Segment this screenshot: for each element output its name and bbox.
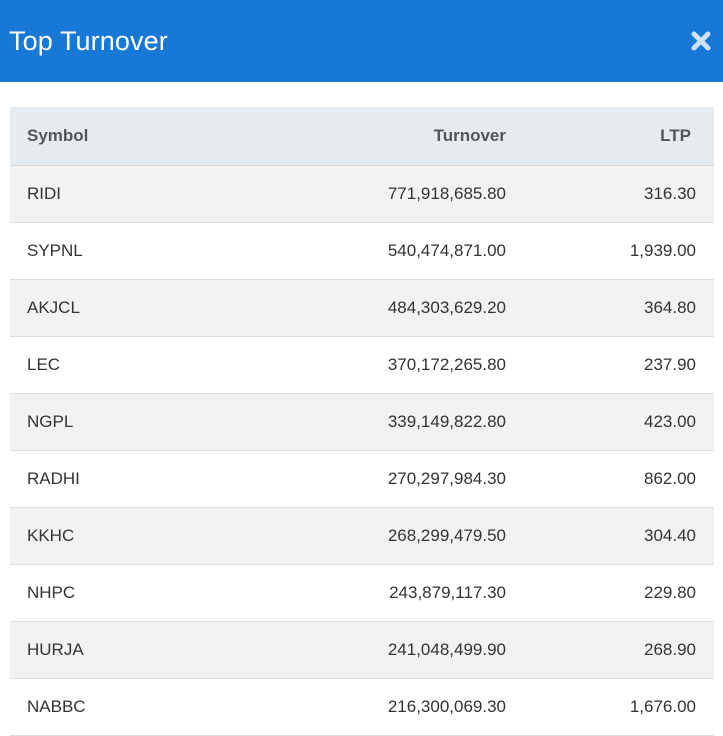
table-row[interactable]: NABBC 216,300,069.30 1,676.00 — [10, 678, 714, 735]
table-body: RIDI 771,918,685.80 316.30 SYPNL 540,474… — [10, 165, 714, 735]
table-row[interactable]: RADHI 270,297,984.30 862.00 — [10, 450, 714, 507]
table-row[interactable]: LEC 370,172,265.80 237.90 — [10, 336, 714, 393]
close-icon — [691, 31, 711, 51]
dialog-header: Top Turnover — [0, 0, 723, 82]
cell-turnover: 339,149,822.80 — [387, 411, 506, 431]
table-row[interactable]: RIDI 771,918,685.80 316.30 — [10, 165, 714, 222]
table-row[interactable]: SYPNL 540,474,871.00 1,939.00 — [10, 222, 714, 279]
column-header-turnover[interactable]: Turnover — [310, 107, 510, 166]
cell-ltp: 1,939.00 — [629, 240, 696, 260]
cell-ltp: 316.30 — [644, 183, 696, 203]
table-header-row: Symbol Turnover LTP — [10, 107, 714, 166]
table-row[interactable]: KKHC 268,299,479.50 304.40 — [10, 507, 714, 564]
cell-turnover: 540,474,871.00 — [387, 240, 506, 260]
table-row[interactable]: NGPL 339,149,822.80 423.00 — [10, 393, 714, 450]
cell-turnover: 771,918,685.80 — [387, 183, 506, 203]
close-button[interactable] — [689, 29, 713, 53]
cell-symbol: LEC — [27, 354, 61, 374]
column-header-symbol[interactable]: Symbol — [10, 107, 310, 166]
cell-turnover: 370,172,265.80 — [387, 354, 506, 374]
cell-turnover: 484,303,629.20 — [387, 297, 506, 317]
cell-symbol: HURJA — [27, 639, 84, 659]
cell-ltp: 304.40 — [644, 525, 696, 545]
turnover-table-container: Symbol Turnover LTP RIDI 771,918,685.80 … — [10, 107, 714, 736]
cell-ltp: 229.80 — [644, 582, 696, 602]
cell-symbol: AKJCL — [27, 297, 80, 317]
cell-symbol: RIDI — [27, 183, 61, 203]
dialog-title: Top Turnover — [9, 25, 168, 56]
cell-ltp: 268.90 — [644, 639, 696, 659]
table-row[interactable]: NHPC 243,879,117.30 229.80 — [10, 564, 714, 621]
cell-symbol: SYPNL — [27, 240, 83, 260]
cell-turnover: 241,048,499.90 — [387, 639, 506, 659]
cell-symbol: NGPL — [27, 411, 74, 431]
table-header: Symbol Turnover LTP — [10, 107, 714, 166]
cell-turnover: 216,300,069.30 — [387, 696, 506, 716]
cell-ltp: 1,676.00 — [629, 696, 696, 716]
turnover-table: Symbol Turnover LTP RIDI 771,918,685.80 … — [10, 107, 714, 736]
cell-ltp: 862.00 — [644, 468, 696, 488]
table-row[interactable]: HURJA 241,048,499.90 268.90 — [10, 621, 714, 678]
table-row[interactable]: AKJCL 484,303,629.20 364.80 — [10, 279, 714, 336]
cell-symbol: RADHI — [27, 468, 80, 488]
cell-symbol: NHPC — [27, 582, 76, 602]
cell-turnover: 268,299,479.50 — [387, 525, 506, 545]
cell-turnover: 270,297,984.30 — [387, 468, 506, 488]
cell-symbol: NABBC — [27, 696, 86, 716]
cell-ltp: 364.80 — [644, 297, 696, 317]
column-header-ltp[interactable]: LTP — [510, 107, 714, 166]
cell-turnover: 243,879,117.30 — [389, 582, 506, 602]
cell-symbol: KKHC — [27, 525, 75, 545]
cell-ltp: 423.00 — [644, 411, 696, 431]
cell-ltp: 237.90 — [644, 354, 696, 374]
